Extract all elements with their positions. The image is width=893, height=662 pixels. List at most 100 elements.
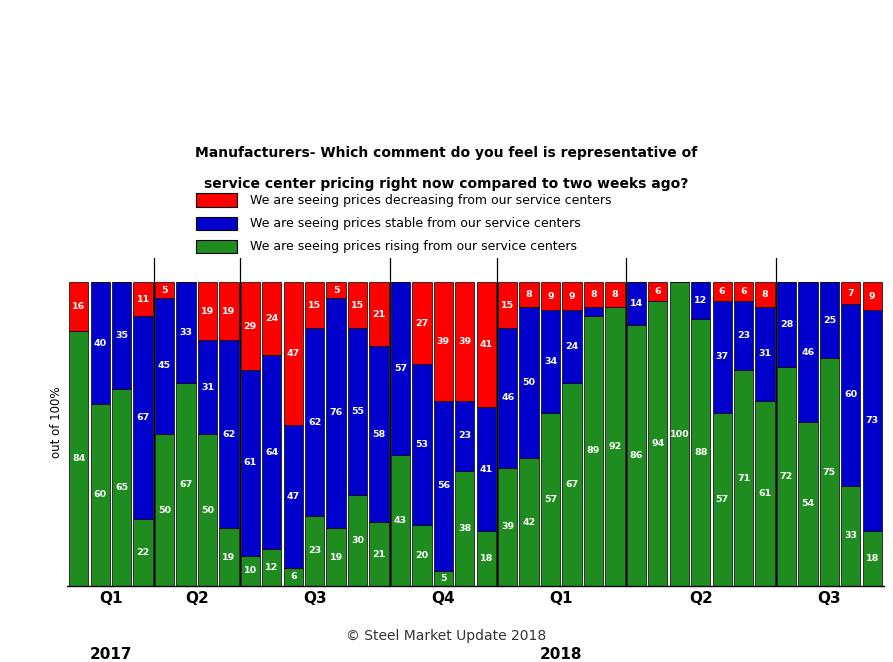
Bar (563, 383, 581, 586)
Text: 12: 12 (265, 563, 279, 572)
Text: 71: 71 (737, 473, 750, 483)
Text: 23: 23 (308, 546, 321, 555)
Bar (196, 240, 238, 253)
Bar (413, 364, 431, 525)
Bar (691, 283, 710, 319)
Bar (241, 371, 260, 555)
Text: 7: 7 (847, 289, 854, 298)
Text: 9: 9 (569, 291, 575, 301)
Text: 5: 5 (333, 285, 339, 295)
Bar (755, 401, 775, 586)
Text: 9: 9 (869, 291, 876, 301)
Bar (69, 331, 88, 586)
Text: 38: 38 (458, 524, 472, 533)
Text: 42: 42 (522, 518, 536, 527)
Bar (176, 283, 196, 383)
Bar (734, 371, 754, 586)
Text: 15: 15 (308, 301, 321, 310)
Bar (734, 283, 754, 301)
Bar (154, 298, 174, 434)
Text: 39: 39 (501, 522, 514, 531)
Text: 54: 54 (801, 499, 814, 508)
Text: 23: 23 (737, 331, 750, 340)
Bar (713, 413, 731, 586)
Text: 8: 8 (612, 290, 618, 299)
Text: Manufacturers- Which comment do you feel is representative of: Manufacturers- Which comment do you feel… (196, 146, 697, 160)
Text: 89: 89 (587, 446, 600, 455)
Text: 25: 25 (822, 316, 836, 325)
Text: 55: 55 (351, 407, 364, 416)
Bar (197, 340, 217, 434)
Text: 61: 61 (758, 489, 772, 498)
Bar (648, 283, 667, 301)
Text: 2018: 2018 (540, 647, 582, 661)
Bar (348, 328, 367, 495)
Text: 50: 50 (158, 506, 171, 514)
Bar (196, 216, 238, 230)
Bar (220, 528, 238, 586)
Text: 56: 56 (437, 481, 450, 491)
Bar (305, 328, 324, 516)
Text: 46: 46 (501, 393, 514, 402)
Bar (841, 283, 861, 304)
Text: 24: 24 (265, 314, 279, 323)
Text: 53: 53 (415, 440, 429, 449)
Bar (69, 283, 88, 331)
Bar (820, 283, 839, 358)
Bar (798, 283, 818, 422)
Bar (455, 471, 474, 586)
Bar (370, 346, 388, 522)
Bar (584, 283, 603, 307)
Y-axis label: out of 100%: out of 100% (50, 386, 63, 458)
Bar (477, 407, 496, 531)
Text: 46: 46 (801, 348, 814, 357)
Bar (627, 283, 646, 325)
Text: 16: 16 (72, 303, 86, 311)
Bar (713, 283, 731, 301)
Bar (154, 283, 174, 298)
Text: 41: 41 (480, 340, 493, 349)
Text: 33: 33 (844, 532, 857, 540)
Bar (777, 283, 797, 367)
Text: 11: 11 (137, 295, 150, 304)
Bar (348, 495, 367, 586)
Bar (112, 389, 131, 586)
Text: 76: 76 (330, 408, 343, 418)
Text: 6: 6 (740, 287, 747, 296)
Text: 34: 34 (544, 357, 557, 366)
Bar (498, 467, 517, 586)
Bar (241, 555, 260, 586)
Text: 19: 19 (330, 553, 343, 561)
Bar (605, 307, 624, 586)
Text: 27: 27 (415, 319, 429, 328)
Bar (133, 519, 153, 586)
Bar (196, 193, 238, 207)
Text: We are seeing prices decreasing from our service centers: We are seeing prices decreasing from our… (250, 193, 611, 207)
Text: 8: 8 (526, 290, 532, 299)
Text: 62: 62 (222, 430, 236, 439)
Bar (327, 283, 346, 298)
Bar (370, 522, 388, 586)
Bar (348, 283, 367, 328)
Bar (263, 283, 281, 355)
Text: 20: 20 (415, 551, 429, 560)
Text: 15: 15 (501, 301, 514, 310)
Bar (670, 283, 689, 586)
Text: 50: 50 (522, 378, 536, 387)
Bar (133, 316, 153, 519)
Text: 67: 67 (137, 413, 150, 422)
Text: 19: 19 (201, 307, 214, 316)
Bar (648, 301, 667, 586)
Bar (305, 516, 324, 586)
Text: 21: 21 (372, 549, 386, 559)
Text: 47: 47 (287, 350, 300, 358)
Bar (563, 310, 581, 383)
Bar (284, 283, 303, 425)
Bar (498, 283, 517, 328)
Text: 47: 47 (287, 492, 300, 501)
Text: 28: 28 (780, 320, 793, 330)
Bar (370, 283, 388, 346)
Text: © Steel Market Update 2018: © Steel Market Update 2018 (346, 628, 547, 643)
Text: 12: 12 (694, 296, 707, 305)
Bar (284, 567, 303, 586)
